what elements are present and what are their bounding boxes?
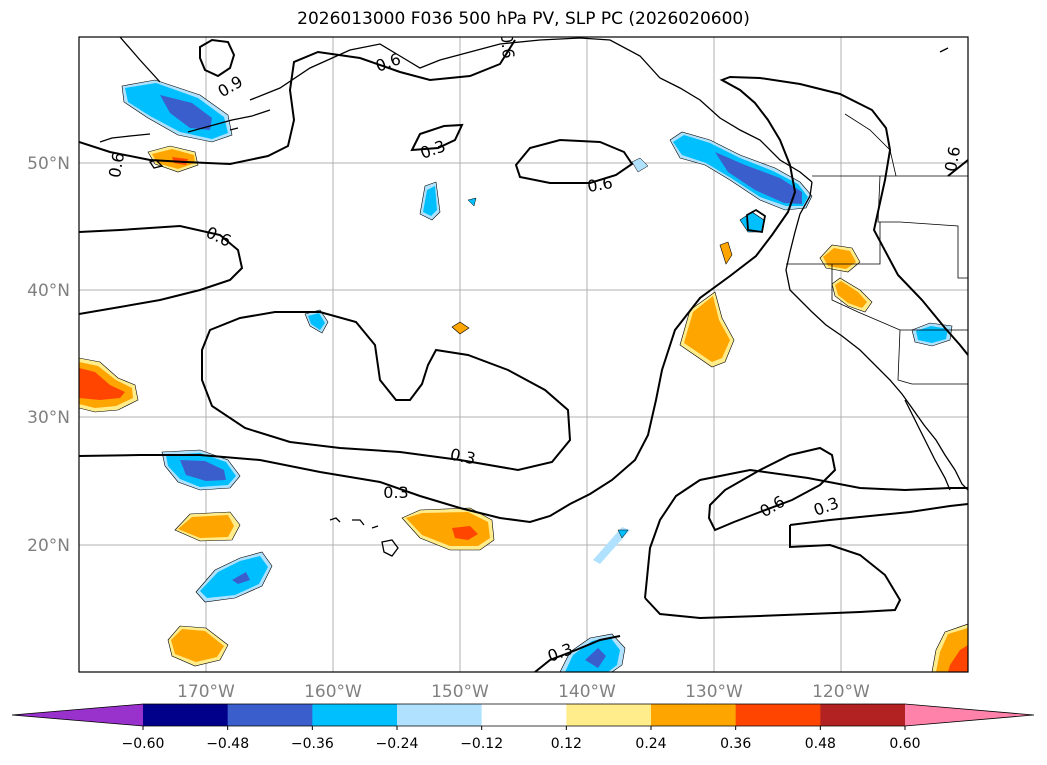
lat-tick-label: 20°N [27,536,70,556]
colorbar-tick-label: −0.12 [460,736,503,752]
colorbar-extend-max [905,704,1034,726]
contour-label: 0.3 [383,483,408,502]
colorbar-bin [397,704,483,726]
colorbar-tick-label: −0.60 [122,736,165,752]
contour-label: 0.6 [105,151,128,179]
colorbar-bin [227,704,313,726]
lon-tick-label: 120°W [812,682,870,702]
colorbar-tick-label: −0.36 [291,736,334,752]
coastlines [99,37,968,557]
colorbar-bin [312,704,398,726]
contour-label: 0.6 [497,32,518,59]
colorbar-tick-label: −0.48 [206,736,249,752]
colorbar: −0.60 −0.48 −0.36 −0.24 −0.12 0.12 0.24 0.36 0.4… [11,703,1035,752]
colorbar-tick-label: 0.24 [635,736,666,752]
lon-tick-label: 140°W [558,682,616,702]
map-title: 2026013000 F036 500 hPa PV, SLP PC (2026… [297,9,750,29]
colorbar-bin [566,704,652,726]
plot-frame [78,36,969,673]
lat-tick-label: 40°N [27,281,70,301]
colorbar-bin [143,704,229,726]
lat-tick-labels: 50°N 40°N 30°N 20°N [27,154,70,556]
lon-tick-label: 150°W [431,682,489,702]
colorbar-bin [735,704,821,726]
colorbar-tick-label: 0.12 [551,736,582,752]
contour-label: 0.3 [448,445,477,469]
contour-label: 0.6 [586,173,614,196]
colorbar-tick-label: 0.36 [720,736,751,752]
lon-tick-label: 130°W [685,682,743,702]
lon-tick-label: 170°W [177,682,235,702]
slp-contours [79,38,968,672]
colorbar-bin [481,704,567,726]
colorbar-tick-label: −0.24 [376,736,419,752]
colorbar-tick-label: 0.60 [889,736,920,752]
colorbar-tick-label: 0.48 [805,736,836,752]
lat-tick-label: 30°N [27,408,70,428]
lon-tick-labels: 170°W 160°W 150°W 140°W 130°W 120°W [177,682,870,702]
colorbar-bin [651,704,737,726]
colorbar-bin [820,704,906,726]
pv-shading [79,79,968,672]
lat-tick-label: 50°N [27,154,70,174]
contour-label: 0.6 [941,145,964,173]
lon-tick-label: 160°W [304,682,362,702]
contour-labels: 0.9 0.6 0.6 0.3 0.6 0.6 0.6 0.6 0.3 0.3 … [105,32,964,666]
colorbar-extend-min [12,704,143,726]
